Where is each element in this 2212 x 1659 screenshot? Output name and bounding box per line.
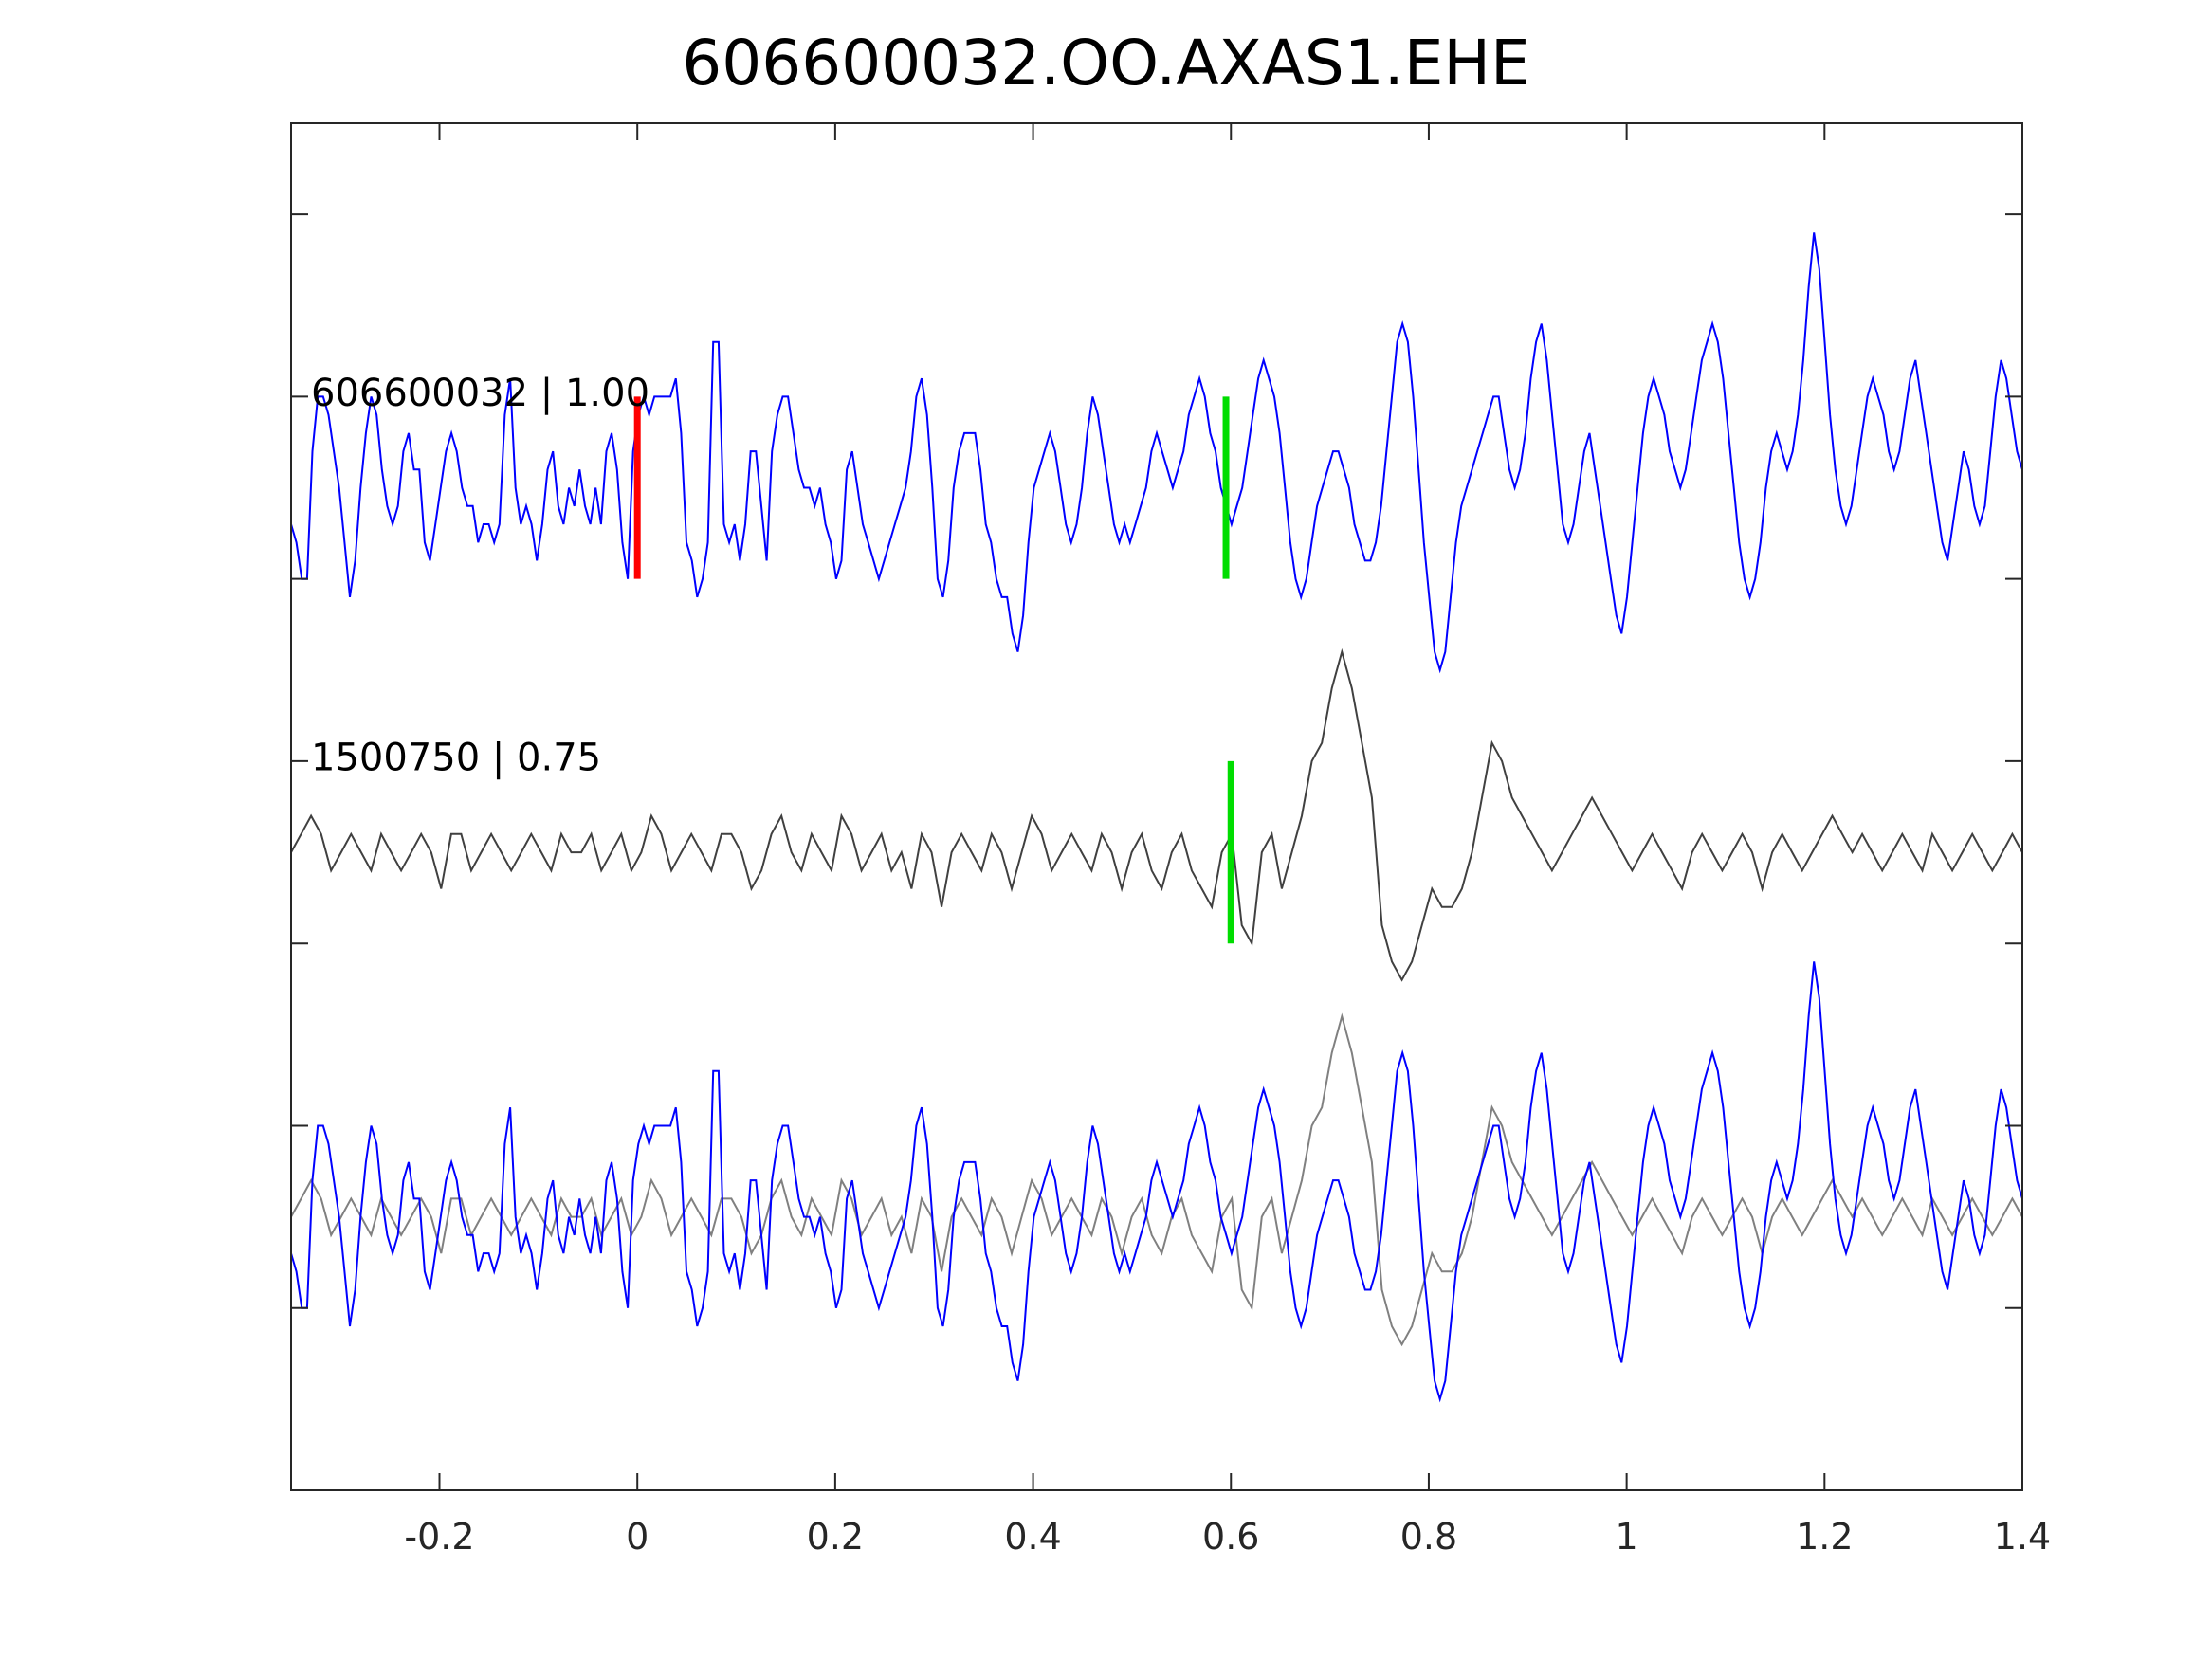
x-tick-label: 0.4	[1004, 1516, 1061, 1558]
x-tick-label: 1	[1616, 1516, 1638, 1558]
trace-line-3-overlay	[290, 1012, 2023, 1347]
trace-line-3	[290, 961, 2023, 1403]
plot-frame	[290, 122, 2023, 1491]
trace-line-2	[290, 647, 2023, 982]
picks-layer	[633, 396, 1234, 944]
x-tick-label: -0.2	[404, 1516, 474, 1558]
trace-label-1: 606600032 | 1.00	[311, 372, 649, 415]
trace-line-1	[290, 232, 2023, 674]
trace-label-2: 1500750 | 0.75	[311, 737, 601, 780]
x-tick-label: 0	[626, 1516, 649, 1558]
x-tick-label: 1.4	[1994, 1516, 2051, 1558]
x-tick-label: 0.6	[1202, 1516, 1259, 1558]
labels-layer: -0.2 0 0.2 0.4 0.6 0.8 1 1.2 1.4 606600032 | 1.00…	[311, 372, 2051, 1558]
x-tick-label: 0.2	[807, 1516, 864, 1558]
chart-title: 606600032.OO.AXAS1.EHE	[682, 27, 1530, 100]
traces-layer	[290, 232, 2023, 1403]
x-tick-label: 1.2	[1796, 1516, 1853, 1558]
x-tick-label: 0.8	[1400, 1516, 1457, 1558]
axes-layer	[290, 122, 2023, 1491]
